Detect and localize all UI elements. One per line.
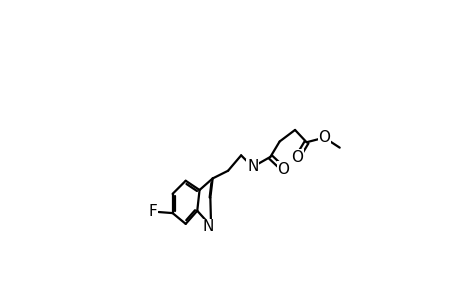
Text: N: N <box>202 220 213 235</box>
Text: N: N <box>246 159 258 174</box>
Text: F: F <box>148 204 157 219</box>
Text: O: O <box>291 150 302 165</box>
Text: O: O <box>277 162 289 177</box>
Text: O: O <box>318 130 330 145</box>
